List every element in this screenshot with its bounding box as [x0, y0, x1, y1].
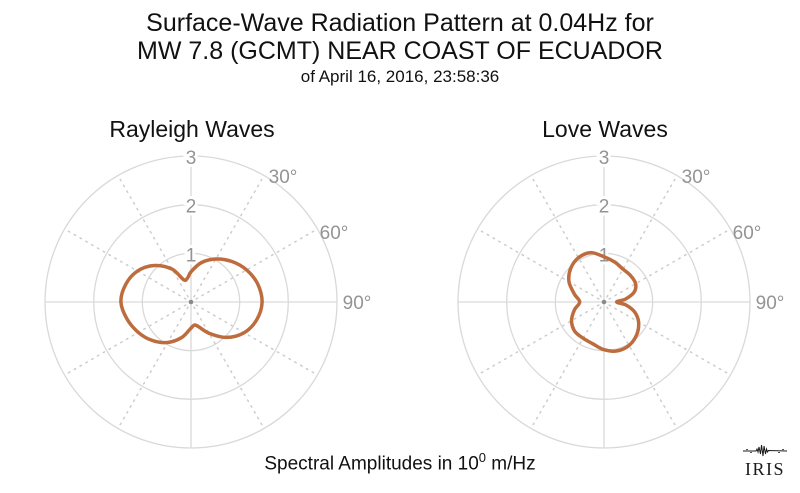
love-plot-title: Love Waves: [542, 116, 668, 142]
angle-spoke-dotted: [608, 228, 732, 300]
axis-units-caption: Spectral Amplitudes in 100 m/Hz: [0, 450, 800, 475]
caption-suffix: m/Hz: [486, 453, 536, 475]
figure-title-line2: MW 7.8 (GCMT) NEAR COAST OF ECUADOR: [137, 37, 663, 65]
rayleigh-polar-plot: 1 2 3 30° 60° 90°: [44, 145, 372, 449]
r-tick-label: 2: [599, 197, 610, 218]
radiation-pattern-curve: [119, 257, 264, 345]
angle-spoke-dotted: [606, 174, 678, 298]
theta-tick-label: 90°: [756, 293, 785, 314]
iris-logo: IRIS: [741, 444, 789, 479]
r-tick-label: 1: [186, 245, 197, 266]
figure-title-line1: Surface-Wave Radiation Pattern at 0.04Hz…: [146, 9, 654, 37]
iris-logo-text: IRIS: [744, 459, 785, 479]
angle-spoke-dotted: [195, 228, 319, 300]
r-tick-label: 3: [186, 148, 197, 169]
seismogram-icon: [743, 444, 788, 457]
theta-tick-label: 60°: [733, 223, 762, 244]
r-tick-label: 2: [186, 197, 197, 218]
theta-tick-label: 90°: [343, 293, 372, 314]
rayleigh-plot-title: Rayleigh Waves: [109, 116, 275, 142]
theta-tick-label: 30°: [682, 167, 711, 188]
caption-exponent: 0: [478, 450, 487, 465]
angle-spoke-dotted: [530, 306, 602, 430]
r-tick-label: 3: [599, 148, 610, 169]
figure-title-block: Surface-Wave Radiation Pattern at 0.04Hz…: [0, 9, 800, 87]
angle-spoke-dotted: [606, 306, 678, 430]
angle-spoke-dotted: [195, 304, 319, 376]
center-dot: [188, 299, 194, 305]
figure-subtitle-date: of April 16, 2016, 23:58:36: [300, 67, 500, 86]
angle-spoke-dotted: [476, 228, 600, 300]
angle-spoke-dotted: [530, 174, 602, 298]
angle-spoke-dotted: [476, 304, 600, 376]
theta-tick-label: 60°: [320, 223, 349, 244]
radiation-pattern-curve: [567, 250, 641, 353]
angle-spoke-dotted: [117, 306, 189, 430]
center-dot: [601, 299, 607, 305]
theta-tick-label: 30°: [269, 167, 298, 188]
caption-prefix: Spectral Amplitudes in 10: [264, 453, 479, 475]
angle-spoke-dotted: [608, 304, 732, 376]
